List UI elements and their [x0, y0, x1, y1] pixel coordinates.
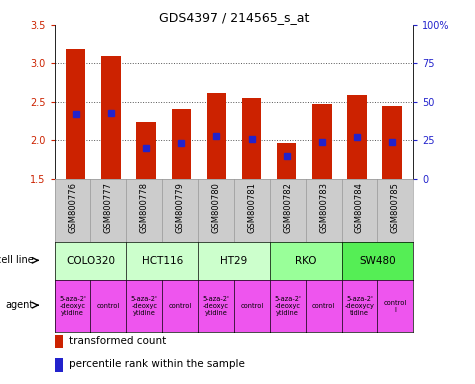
Bar: [171, 109, 191, 179]
Bar: [277, 143, 296, 179]
Text: GSM800781: GSM800781: [247, 182, 257, 233]
Text: HT29: HT29: [220, 256, 247, 266]
Bar: [55, 358, 63, 372]
Text: 5-aza-2'
-deoxyc
ytidine: 5-aza-2' -deoxyc ytidine: [202, 296, 229, 316]
Text: control: control: [97, 303, 120, 309]
Text: GSM800779: GSM800779: [176, 182, 185, 233]
Bar: [55, 335, 63, 349]
Text: agent: agent: [6, 300, 34, 310]
Text: 5-aza-2'
-deoxyc
ytidine: 5-aza-2' -deoxyc ytidine: [274, 296, 301, 316]
Bar: [312, 104, 332, 179]
Text: GSM800783: GSM800783: [319, 182, 328, 233]
Text: GSM800780: GSM800780: [211, 182, 220, 233]
Text: 5-aza-2'
-deoxyc
ytidine: 5-aza-2' -deoxyc ytidine: [131, 296, 158, 316]
Text: control: control: [312, 303, 335, 309]
Text: control
l: control l: [384, 300, 407, 313]
Text: RKO: RKO: [295, 256, 316, 266]
Text: percentile rank within the sample: percentile rank within the sample: [69, 359, 245, 369]
Text: 5-aza-2'
-deoxyc
ytidine: 5-aza-2' -deoxyc ytidine: [59, 296, 86, 316]
Bar: [66, 49, 86, 179]
Bar: [207, 93, 226, 179]
Text: GSM800782: GSM800782: [283, 182, 292, 233]
Title: GDS4397 / 214565_s_at: GDS4397 / 214565_s_at: [159, 11, 309, 24]
Bar: [382, 106, 402, 179]
Text: control: control: [169, 303, 192, 309]
Text: GSM800784: GSM800784: [355, 182, 364, 233]
Bar: [101, 56, 121, 179]
Text: COLO320: COLO320: [66, 256, 115, 266]
Text: GSM800785: GSM800785: [391, 182, 400, 233]
Text: cell line: cell line: [0, 255, 34, 265]
Text: SW480: SW480: [359, 256, 396, 266]
Text: GSM800778: GSM800778: [140, 182, 149, 233]
Text: GSM800777: GSM800777: [104, 182, 113, 233]
Text: transformed count: transformed count: [69, 336, 166, 346]
Bar: [242, 98, 261, 179]
Bar: [136, 122, 156, 179]
Text: HCT116: HCT116: [142, 256, 183, 266]
Text: control: control: [240, 303, 264, 309]
Text: 5-aza-2'
-deoxycy
tidine: 5-aza-2' -deoxycy tidine: [344, 296, 374, 316]
Text: GSM800776: GSM800776: [68, 182, 77, 233]
Bar: [347, 95, 367, 179]
